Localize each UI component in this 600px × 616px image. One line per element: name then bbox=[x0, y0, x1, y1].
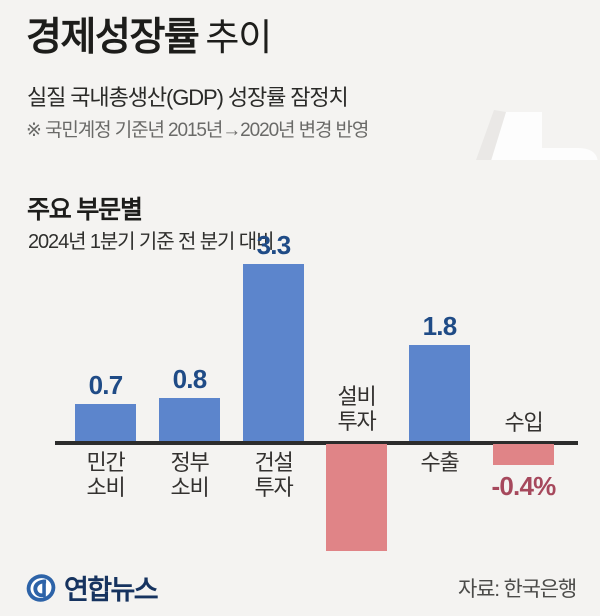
category-label-건설투자: 건설 투자 bbox=[254, 450, 294, 501]
category-label-설비투자: 설비 투자 bbox=[337, 384, 377, 435]
bar-건설투자 bbox=[243, 264, 304, 441]
page-title-strong: 경제성장률 bbox=[26, 16, 200, 59]
source-label: 자료: 한국은행 bbox=[458, 578, 577, 601]
section-title: 주요 부문별 bbox=[27, 196, 143, 224]
page-title-light: 추이 bbox=[205, 17, 272, 58]
page-title: 경제성장률 추이 bbox=[26, 16, 272, 59]
value-label-수출: 1.8 bbox=[422, 310, 458, 341]
yonhap-logo[interactable]: 연합뉴스 bbox=[24, 568, 159, 607]
category-label-수출: 수출 bbox=[420, 450, 460, 475]
value-label-민간소비: 0.7 bbox=[88, 369, 124, 400]
page-note: ※ 국민계정 기준년 2015년→2020년 변경 반영 bbox=[26, 120, 369, 141]
category-label-민간소비: 민간 소비 bbox=[86, 450, 126, 501]
bar-민간소비 bbox=[75, 403, 136, 441]
yonhap-logo-text: 연합뉴스 bbox=[64, 575, 159, 605]
bar-설비투자 bbox=[326, 444, 387, 551]
bar-정부소비 bbox=[159, 398, 220, 441]
category-label-정부소비: 정부 소비 bbox=[170, 450, 210, 501]
value-label-정부소비: 0.8 bbox=[172, 364, 208, 395]
chart-baseline-axis bbox=[55, 441, 578, 445]
page-subtitle: 실질 국내총생산(GDP) 성장률 잠정치 bbox=[27, 85, 349, 110]
decorative-watermark-icon bbox=[476, 110, 598, 160]
header: 경제성장률 추이 실질 국내총생산(GDP) 성장률 잠정치 ※ 국민계정 기준년… bbox=[0, 0, 600, 160]
yonhap-swirl-icon bbox=[26, 573, 56, 602]
category-label-수입: 수입 bbox=[504, 410, 544, 435]
bar-수입 bbox=[493, 444, 554, 466]
footer: 연합뉴스 자료: 한국은행 bbox=[0, 554, 600, 616]
section-subtitle: 2024년 1분기 기준 전 분기 대비 bbox=[28, 231, 275, 253]
bar-수출 bbox=[409, 344, 470, 441]
value-label-수입: -0.4% bbox=[491, 471, 557, 502]
